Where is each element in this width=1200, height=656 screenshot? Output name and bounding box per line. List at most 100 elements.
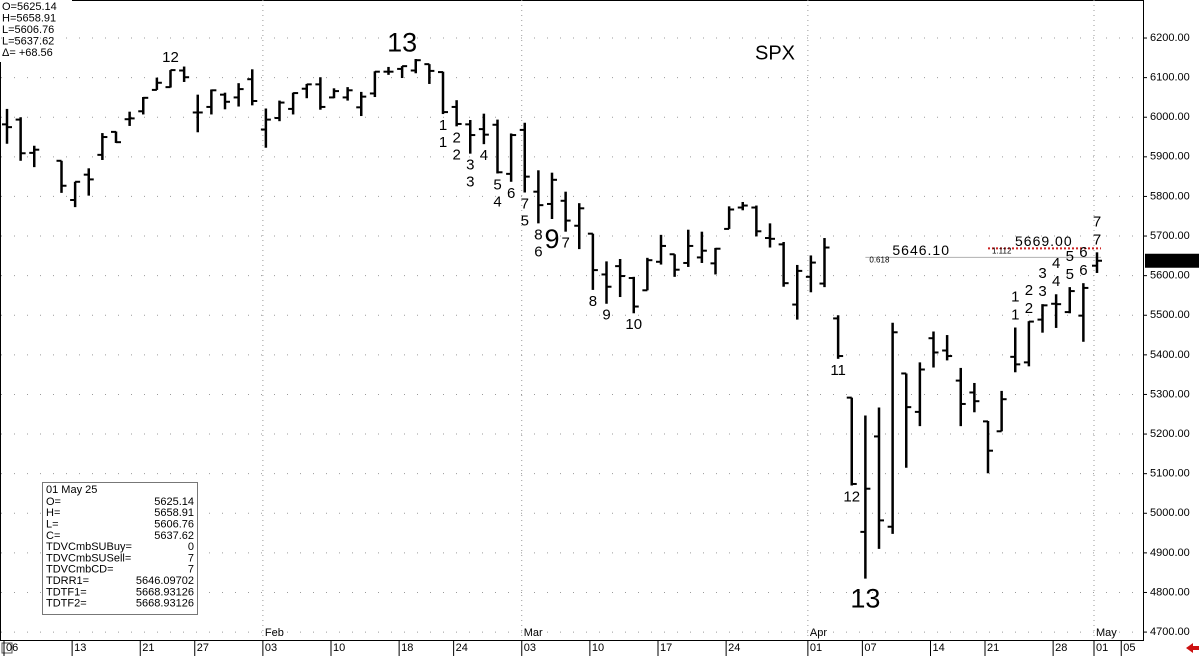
- x-tick-label: 28: [1055, 642, 1067, 654]
- y-tick-label: 5100.00: [1150, 468, 1190, 480]
- y-tick-label: 5800.00: [1150, 190, 1190, 202]
- td-count: 10: [625, 316, 642, 333]
- td-count: 1: [439, 134, 447, 151]
- td-count: 2: [452, 146, 460, 163]
- td-count: 8: [534, 226, 542, 243]
- td-count: 6: [1079, 244, 1087, 261]
- td-count: 5: [1066, 266, 1074, 283]
- data-window-value: 5646.09702: [136, 575, 194, 587]
- level-label: 5669.00: [1015, 233, 1073, 249]
- td-count: 2: [1025, 300, 1033, 317]
- td-count: 4: [1052, 273, 1060, 290]
- data-window-key: TDVCmbSUSell=: [46, 552, 131, 564]
- x-tick-label: 27: [197, 642, 209, 654]
- y-tick-label: 5000.00: [1150, 507, 1190, 519]
- data-window-value: 5637.62: [154, 530, 194, 542]
- x-tick-label: 14: [933, 642, 945, 654]
- x-tick-label: 07: [864, 642, 876, 654]
- td-count: 9: [602, 307, 610, 324]
- data-window-key: H=: [46, 507, 60, 519]
- y-tick-label: 6100.00: [1150, 72, 1190, 84]
- header-line: O=5625.14: [2, 1, 57, 13]
- month-label: May: [1096, 627, 1117, 639]
- last-price-label: 5637.62: [1149, 255, 1189, 267]
- data-window-value: 5658.91: [154, 507, 194, 519]
- data-window-value: 5606.76: [154, 519, 194, 531]
- x-tick-label: 05: [1123, 642, 1135, 654]
- data-window-key: TDVCmbSUBuy=: [46, 541, 132, 553]
- td-count: 2: [452, 129, 460, 146]
- data-window-key: TDVCmbCD=: [46, 564, 114, 576]
- data-window-key: TDTF1=: [46, 586, 87, 598]
- chart-title: SPX: [755, 42, 795, 64]
- td-count: 6: [1079, 262, 1087, 279]
- td-count: 5: [1066, 248, 1074, 265]
- td-count: 3: [1038, 265, 1046, 282]
- td-count: 1: [1011, 288, 1019, 305]
- x-tick-label: 21: [142, 642, 154, 654]
- td-count: 3: [1038, 283, 1046, 300]
- td-count: 12: [843, 489, 860, 506]
- plot-frame: [0, 0, 1144, 641]
- y-tick-label: 5600.00: [1150, 270, 1190, 282]
- data-window-value: 5625.14: [154, 496, 194, 508]
- header-bg: [0, 0, 72, 62]
- data-window-key: O=: [46, 496, 61, 508]
- data-window-value: 0: [188, 541, 194, 553]
- data-window-value: 7: [188, 552, 194, 564]
- td-count: 7: [561, 235, 569, 252]
- data-window-key: TDRR1=: [46, 575, 89, 587]
- td-count: 7: [521, 195, 529, 212]
- level-ratio: 1.112: [992, 246, 1012, 255]
- x-tick-label: 10: [333, 642, 345, 654]
- last-price-tag: [1145, 253, 1199, 268]
- corner-box: [1, 642, 13, 654]
- data-window: [42, 482, 198, 615]
- x-tick-label: 03: [524, 642, 536, 654]
- y-tick-label: 5700.00: [1150, 230, 1190, 242]
- header-line: L=5606.76: [2, 24, 54, 36]
- y-tick-label: 5300.00: [1150, 388, 1190, 400]
- td-count: 6: [534, 243, 542, 260]
- y-tick-label: 5200.00: [1150, 428, 1190, 440]
- y-tick-label: 5900.00: [1150, 151, 1190, 163]
- td-count: 6: [507, 185, 515, 202]
- x-tick-label: 24: [728, 642, 740, 654]
- y-tick-label: 4900.00: [1150, 547, 1190, 559]
- x-tick-label: 01: [810, 642, 822, 654]
- y-tick-label: 4700.00: [1150, 626, 1190, 638]
- td-count: 1: [1011, 306, 1019, 323]
- data-window-value: 5668.93126: [136, 586, 194, 598]
- data-window-key: C=: [46, 530, 60, 542]
- td-count: 13: [387, 27, 417, 57]
- td-count: 3: [466, 174, 474, 191]
- header-line: Δ= +68.56: [2, 47, 53, 59]
- x-tick-label: 13: [74, 642, 86, 654]
- header-line: H=5658.91: [2, 12, 56, 24]
- td-count: 7: [1093, 231, 1101, 248]
- td-count: 4: [1052, 255, 1060, 272]
- x-tick-label: 01: [1096, 642, 1108, 654]
- level-ratio: 0.618: [869, 255, 890, 264]
- month-label: Mar: [524, 627, 543, 639]
- level-label: 5646.10: [892, 242, 950, 258]
- td-count: 5: [521, 212, 529, 229]
- y-tick-label: 4800.00: [1150, 586, 1190, 598]
- y-tick-label: 5400.00: [1150, 349, 1190, 361]
- data-window-value: 7: [188, 564, 194, 576]
- x-tick-label: 18: [401, 642, 413, 654]
- x-tick-label: 10: [592, 642, 604, 654]
- header-box: O=5625.14H=5658.91L=5606.76L=5637.62Δ= +…: [0, 0, 72, 62]
- x-tick-label: 03: [265, 642, 277, 654]
- month-label: Apr: [810, 627, 827, 639]
- td-count: 1: [439, 117, 447, 134]
- td-count: 4: [493, 193, 501, 210]
- x-tick-label: 21: [987, 642, 999, 654]
- scroll-arrow[interactable]: [1186, 643, 1199, 653]
- data-window-key: TDTF2=: [46, 598, 87, 610]
- y-tick-label: 5500.00: [1150, 309, 1190, 321]
- td-count: 9: [544, 224, 559, 254]
